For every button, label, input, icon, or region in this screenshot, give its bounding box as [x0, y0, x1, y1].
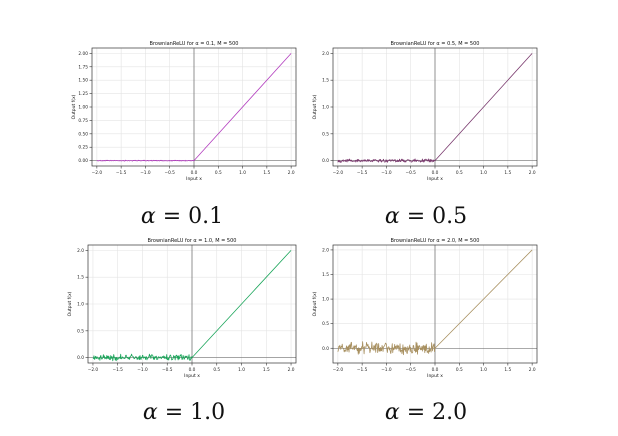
y-tick-label: 1.5 [322, 78, 329, 84]
y-tick-label: 0.25 [78, 145, 88, 151]
x-tick-label: −0.5 [162, 367, 173, 373]
chart-panel-4: −2.0 −1.5 −1.0 −0.5 0.0 0.5 1.0 1.5 2.0 0.0 0.5 1.0… [312, 238, 538, 379]
y-tick-label: 1.0 [322, 297, 329, 303]
y-axis-label: Output f(x) [312, 291, 318, 316]
x-tick-label: −2.0 [333, 367, 344, 373]
x-tick-label: 0.0 [432, 170, 439, 176]
chart-panel-2: −2.0 −1.5 −1.0 −0.5 0.0 0.5 1.0 1.5 2.0 0.0 0.5 1.0… [312, 41, 538, 182]
x-tick-label: −1.5 [116, 170, 127, 176]
y-tick-label: 0.5 [322, 321, 329, 327]
series-line [96, 53, 292, 162]
y-tick-label: 0.00 [78, 158, 88, 164]
caption-alpha-0.1: α = 0.1 [140, 204, 224, 229]
x-tick-label: 0.5 [456, 170, 463, 176]
series-line [337, 249, 533, 356]
y-tick-label: 0.5 [322, 131, 329, 137]
y-tick-label: 2.0 [322, 51, 329, 57]
x-tick-label: 2.0 [288, 367, 295, 373]
x-tick-label: −0.5 [164, 170, 175, 176]
x-tick-label: 2.0 [529, 170, 536, 176]
y-tick-label: 1.00 [78, 105, 88, 111]
caption-alpha-0.5: α = 0.5 [384, 204, 468, 229]
y-axis-label: Output f(x) [67, 291, 73, 316]
x-tick-label: −0.5 [405, 367, 416, 373]
x-axis-label: Input x [427, 373, 443, 379]
y-tick-label: 1.5 [322, 272, 329, 278]
x-tick-label: −2.0 [88, 367, 99, 373]
x-axis-label: Input x [184, 373, 200, 379]
x-axis-label: Input x [186, 176, 202, 182]
series-line [92, 250, 292, 362]
y-tick-label: 2.0 [322, 247, 329, 253]
chart-panel-1: −2.0 −1.5 −1.0 −0.5 0.0 0.5 1.0 1.5 2.0 0.00 0.25 0… [71, 41, 297, 182]
x-axis-label: Input x [427, 176, 443, 182]
x-tick-label: 1.5 [263, 367, 270, 373]
x-tick-label: −1.5 [357, 367, 368, 373]
caption-alpha-1.0: α = 1.0 [142, 400, 226, 425]
x-tick-label: 1.0 [238, 367, 245, 373]
x-tick-label: −1.5 [112, 367, 123, 373]
y-axis-label: Output f(x) [71, 94, 77, 119]
x-tick-label: 1.5 [504, 367, 511, 373]
y-axis-label: Output f(x) [312, 94, 318, 119]
x-tick-label: −1.0 [140, 170, 151, 176]
chart-title: BrownianReLU for α = 2.0, M = 500 [391, 238, 480, 244]
x-tick-label: 1.0 [480, 170, 487, 176]
x-tick-label: 0.5 [215, 170, 222, 176]
x-tick-label: −0.5 [405, 170, 416, 176]
series-line [337, 53, 533, 163]
y-tick-label: 1.0 [77, 302, 84, 308]
x-tick-label: −1.0 [381, 170, 392, 176]
y-tick-label: 2.0 [77, 248, 84, 254]
x-tick-label: 0.0 [191, 170, 198, 176]
x-tick-label: 0.5 [456, 367, 463, 373]
y-tick-label: 0.0 [322, 346, 329, 352]
x-tick-label: 2.0 [288, 170, 295, 176]
y-tick-label: 1.25 [78, 91, 88, 97]
y-tick-label: 1.5 [77, 275, 84, 281]
y-tick-label: 0.0 [77, 355, 84, 361]
y-tick-label: 1.0 [322, 105, 329, 111]
x-tick-label: −1.5 [357, 170, 368, 176]
x-tick-label: 1.0 [239, 170, 246, 176]
chart-title: BrownianReLU for α = 0.5, M = 500 [391, 41, 480, 47]
caption-alpha-2.0: α = 2.0 [384, 400, 468, 425]
x-tick-label: 0.0 [189, 367, 196, 373]
chart-panel-3: −2.0 −1.5 −1.0 −0.5 0.0 0.5 1.0 1.5 2.0 0.0 0.5 1.0… [67, 238, 297, 379]
x-tick-label: −2.0 [333, 170, 344, 176]
y-tick-label: 0.75 [78, 118, 88, 124]
x-tick-label: 2.0 [529, 367, 536, 373]
chart-title: BrownianReLU for α = 0.1, M = 500 [150, 41, 239, 47]
x-tick-label: 1.5 [504, 170, 511, 176]
x-tick-label: 1.5 [263, 170, 270, 176]
y-tick-label: 1.50 [78, 78, 88, 84]
x-tick-label: −1.0 [381, 367, 392, 373]
x-tick-label: −2.0 [92, 170, 103, 176]
y-tick-label: 0.50 [78, 131, 88, 137]
y-tick-label: 0.0 [322, 158, 329, 164]
x-tick-label: 1.0 [480, 367, 487, 373]
chart-title: BrownianReLU for α = 1.0, M = 500 [148, 238, 237, 244]
y-tick-label: 1.75 [78, 64, 88, 70]
y-tick-label: 2.00 [78, 51, 88, 57]
x-tick-label: 0.5 [213, 367, 220, 373]
x-tick-label: −1.0 [137, 367, 148, 373]
y-tick-label: 0.5 [77, 328, 84, 334]
x-tick-label: 0.0 [432, 367, 439, 373]
